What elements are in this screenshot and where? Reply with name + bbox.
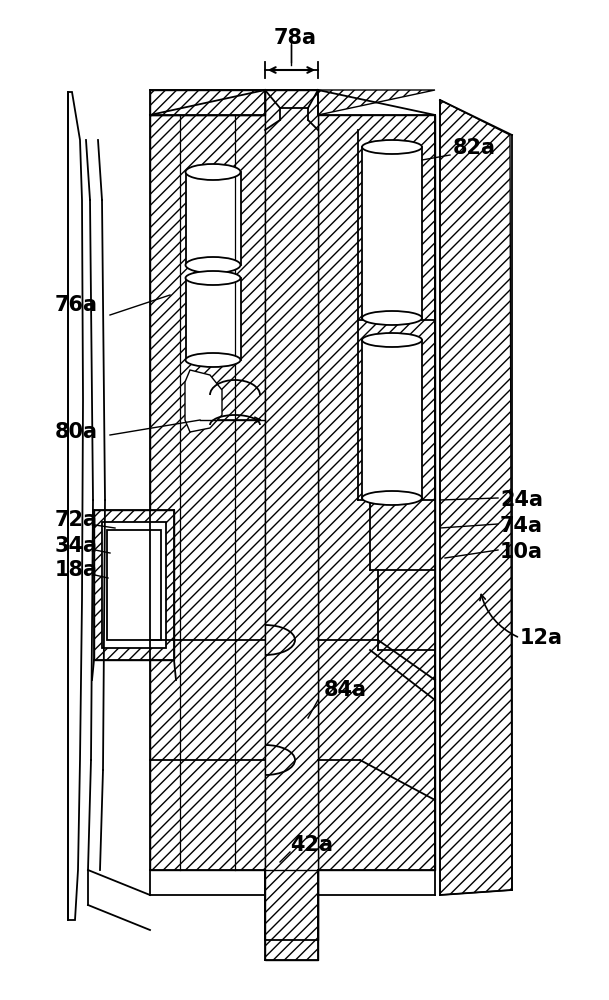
Polygon shape [440, 100, 512, 895]
Text: 74a: 74a [500, 516, 543, 536]
Ellipse shape [186, 271, 241, 285]
Polygon shape [150, 90, 265, 115]
Bar [362, 147, 422, 318]
Ellipse shape [362, 333, 422, 347]
Bar [186, 278, 241, 360]
Text: 80a: 80a [55, 422, 98, 442]
Polygon shape [265, 870, 318, 960]
Polygon shape [150, 90, 265, 115]
Ellipse shape [362, 311, 422, 325]
Ellipse shape [186, 353, 241, 367]
Bar [102, 522, 166, 648]
Text: 34a: 34a [55, 536, 98, 556]
Polygon shape [185, 370, 222, 432]
Text: 76a: 76a [55, 295, 98, 315]
Polygon shape [68, 92, 83, 920]
Text: 82a: 82a [453, 138, 496, 158]
Bar [186, 172, 241, 265]
Polygon shape [318, 90, 435, 115]
Text: 18a: 18a [55, 560, 98, 580]
Bar [362, 340, 422, 498]
Polygon shape [318, 115, 435, 870]
Ellipse shape [362, 140, 422, 154]
Ellipse shape [362, 491, 422, 505]
Text: 42a: 42a [290, 835, 334, 855]
Text: 12a: 12a [520, 628, 563, 648]
Ellipse shape [186, 164, 241, 180]
Polygon shape [265, 90, 318, 940]
Text: 72a: 72a [55, 510, 98, 530]
Polygon shape [94, 510, 174, 660]
Text: 10a: 10a [500, 542, 543, 562]
Text: 78a: 78a [273, 28, 317, 48]
Text: 84a: 84a [323, 680, 367, 700]
Ellipse shape [186, 257, 241, 273]
Text: 24a: 24a [500, 490, 543, 510]
Bar [107, 530, 161, 640]
Polygon shape [150, 115, 265, 870]
